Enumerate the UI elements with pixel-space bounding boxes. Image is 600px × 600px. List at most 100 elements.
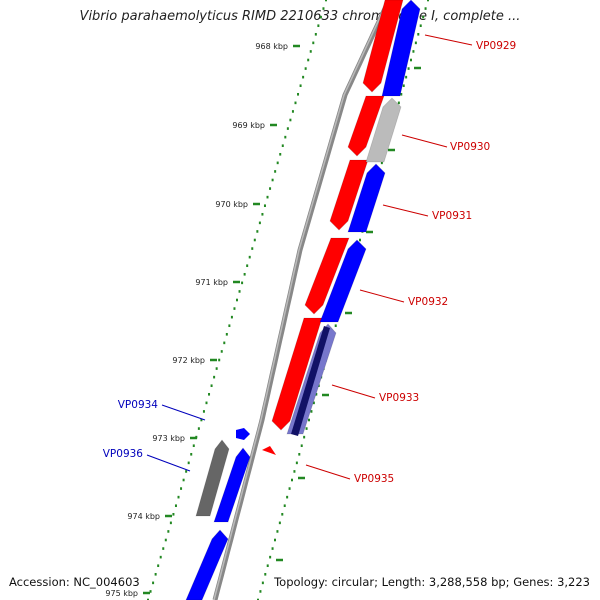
tick-track-dot [205, 401, 208, 405]
tick-track-dot [281, 512, 284, 516]
tick-track-dot [220, 350, 223, 353]
tick-track-dot [147, 598, 149, 600]
tick-track-dot [281, 144, 284, 148]
tick-label: 968 kbp [255, 42, 288, 51]
tick-track-dot [315, 392, 318, 396]
tick-track-dot [288, 487, 291, 490]
tick-track-dot [218, 358, 221, 362]
tick-track-dot [159, 555, 162, 559]
tick-track-dot [422, 15, 425, 19]
gene-VP0937[interactable] [185, 529, 229, 600]
tick-track-dot [291, 478, 293, 482]
tick-track-dot [200, 418, 203, 422]
tick-track-dot [182, 478, 185, 482]
tick-track-dot [225, 332, 228, 336]
genome-summary-text: Topology: circular; Length: 3,288,558 bp… [274, 575, 590, 589]
tick-label: 969 kbp [232, 121, 265, 130]
gene-label-vp0936[interactable]: VP0936 [103, 448, 144, 460]
tick-track-dot [266, 564, 269, 568]
tick-track-dot [274, 170, 277, 173]
tick-track-dot [238, 290, 241, 293]
gene-VP0931-reverse[interactable] [347, 163, 386, 233]
gene-VP0932-reverse[interactable] [319, 239, 367, 323]
tick-track-dot [208, 392, 211, 396]
tick-track-dot [157, 564, 160, 568]
tick-track-dot [419, 24, 422, 28]
gene-VP0932-forward[interactable] [304, 237, 350, 315]
gene-VP0931-forward[interactable] [329, 159, 369, 231]
tick-track-dot [307, 58, 310, 62]
tick-track-dot [264, 572, 267, 576]
gene-VP0930-pseudo[interactable] [365, 97, 402, 163]
tick-track-dot [286, 127, 289, 130]
tick-label: 972 kbp [172, 356, 205, 365]
gene-label-vp0932[interactable]: VP0932 [408, 296, 448, 308]
tick-track-dot [259, 590, 262, 593]
tick-track-dot [197, 427, 200, 430]
tick-track-dot [164, 538, 167, 542]
gene-label-vp0935[interactable]: VP0935 [354, 473, 394, 485]
gene-VP0934[interactable] [236, 428, 250, 440]
tick-track-dot [253, 238, 256, 242]
tick-track-dot [303, 435, 306, 439]
tick-track-dot [174, 504, 177, 508]
tick-track-dot [276, 161, 279, 165]
tick-label: 975 kbp [105, 589, 138, 598]
tick-track-dot [300, 444, 303, 448]
gene-label-vp0934[interactable]: VP0934 [118, 399, 159, 411]
gene-VP0929-reverse[interactable] [381, 0, 421, 97]
gene-VP0936[interactable] [213, 447, 251, 523]
tick-track-dot [308, 418, 310, 422]
tick-track-dot [257, 598, 259, 600]
tick-track-dot [271, 178, 274, 182]
gene-VP0936-grey[interactable] [195, 439, 230, 517]
tick-track-dot [215, 367, 218, 370]
tick-track-dot [297, 92, 300, 96]
gene-VP0935[interactable] [262, 446, 276, 455]
backbone-line [212, 0, 392, 600]
tick-track-dot [202, 410, 205, 413]
gene-label-leader [401, 134, 448, 148]
gene-VP0933-forward[interactable] [271, 317, 323, 431]
tick-track-dot [274, 538, 276, 542]
tick-track-dot [302, 75, 305, 79]
tick-track-dot [248, 255, 251, 259]
tick-track-dot [241, 281, 244, 285]
tick-track-dot [185, 470, 188, 473]
gene-label-leader [424, 34, 473, 46]
tick-track-dot [417, 32, 420, 36]
tick-track-dot [169, 521, 172, 525]
gene-label-vp0931[interactable]: VP0931 [432, 210, 472, 222]
tick-track-dot [359, 238, 361, 242]
tick-track-dot [405, 75, 408, 79]
tick-track-dot [180, 487, 183, 490]
tick-track-dot [213, 375, 216, 379]
gene-label-vp0929[interactable]: VP0929 [476, 40, 516, 52]
accession-text: Accession: NC_004603 [9, 575, 140, 589]
gene-label-leader [331, 384, 376, 399]
gene-label-vp0933[interactable]: VP0933 [379, 392, 419, 404]
tick-track-dot [291, 110, 294, 113]
tick-label: 974 kbp [127, 512, 160, 521]
gene-label-leader [161, 404, 206, 421]
tick-track-dot [294, 101, 297, 105]
tick-track-dot [266, 195, 269, 199]
tick-track-dot [177, 495, 180, 499]
label-layer: VP0929 VP0930 VP0931 VP0932 VP0933 VP0935 VP09… [103, 34, 516, 485]
tick-track-dot [278, 521, 281, 525]
gene-VP0930-forward[interactable] [347, 95, 385, 157]
tick-track-dot [402, 84, 405, 88]
tick-track-dot [314, 32, 317, 36]
tick-label: 970 kbp [215, 200, 248, 209]
tick-track-dot [312, 401, 315, 405]
gene-label-vp0930[interactable]: VP0930 [450, 141, 490, 153]
tick-track-dot [322, 7, 325, 10]
gene-VP0929-forward[interactable] [362, 0, 404, 93]
tick-track-dot [312, 41, 315, 45]
tick-track-dot [167, 530, 170, 533]
tick-track-dot [304, 67, 307, 70]
tick-track-dot [258, 221, 261, 225]
gene-label-leader [146, 454, 191, 472]
